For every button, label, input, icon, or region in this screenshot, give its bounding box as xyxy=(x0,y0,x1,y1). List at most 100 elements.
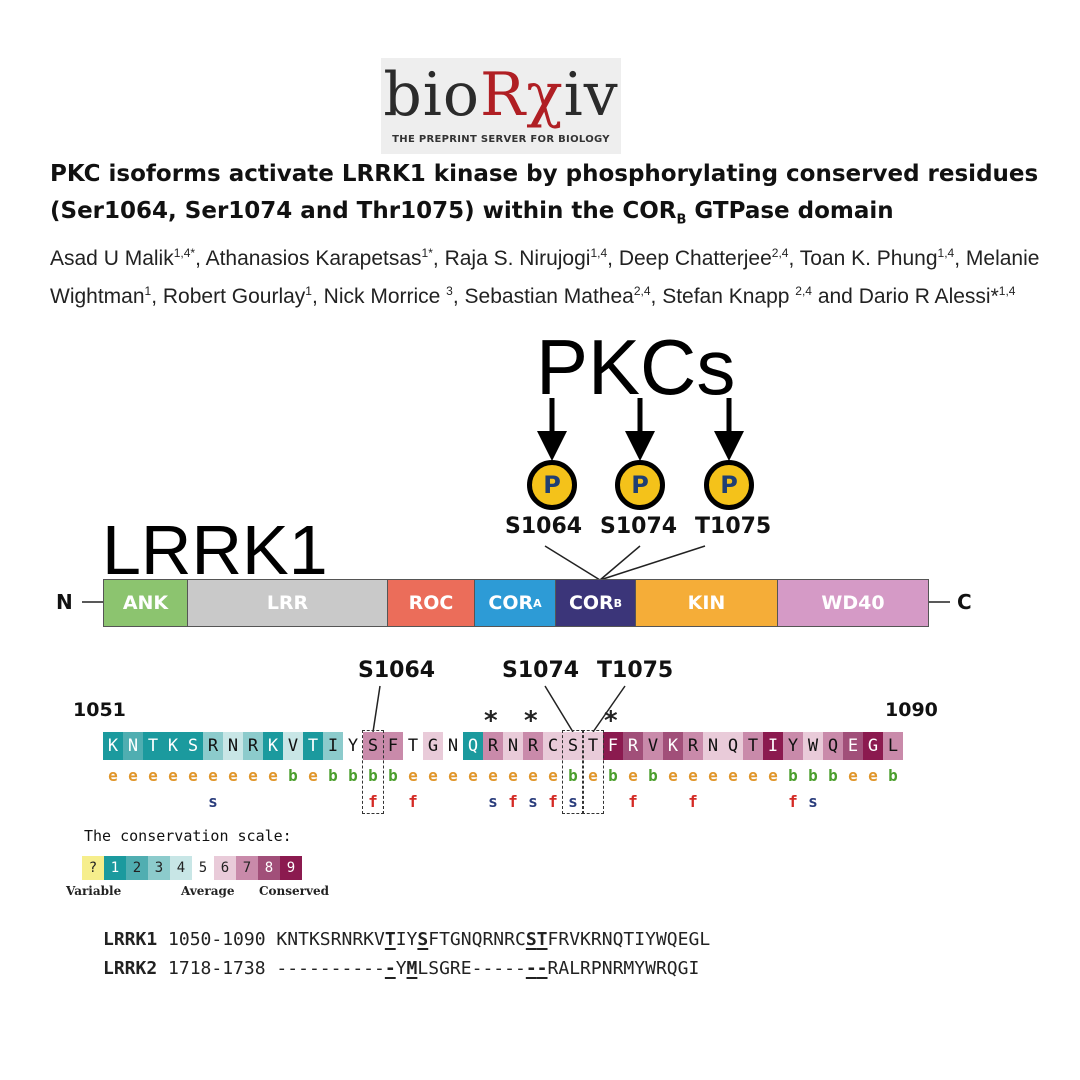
alignment-char: - xyxy=(330,958,342,979)
alignment-char: - xyxy=(276,958,288,979)
function-code xyxy=(663,792,683,811)
exposure-code: e xyxy=(588,766,598,785)
scale-cell: 2 xyxy=(126,856,148,880)
alignment-char: R xyxy=(504,929,515,950)
scale-caption-average: Average xyxy=(181,884,235,898)
residue: V xyxy=(283,732,303,760)
scale-cell: 8 xyxy=(258,856,280,880)
sequence-end-number: 1090 xyxy=(885,699,938,721)
exposure-code: e xyxy=(128,766,138,785)
exposure-code: e xyxy=(508,766,518,785)
site-connector-1 xyxy=(544,545,601,581)
site-label-s1064: S1064 xyxy=(505,514,583,539)
function-code xyxy=(303,792,323,811)
paper-title-line1: PKC isoforms activate LRRK1 kinase by ph… xyxy=(50,161,1039,187)
author-name: Deep Chatterjee xyxy=(618,247,772,270)
residue: K xyxy=(103,732,123,760)
alignment-char: E xyxy=(460,958,472,979)
author-name: Toan K. Phung xyxy=(799,247,938,270)
alignment-char: R xyxy=(558,929,570,950)
residue: L xyxy=(883,732,903,760)
exposure-code: e xyxy=(108,766,118,785)
residue: N xyxy=(123,732,143,760)
scale-cell: 7 xyxy=(236,856,258,880)
exposure-code: b xyxy=(648,766,658,785)
exposure-code: b xyxy=(368,766,378,785)
function-code: f xyxy=(368,792,378,811)
alignment-char: Y xyxy=(406,929,418,950)
function-code xyxy=(723,792,743,811)
alignment-char: Y xyxy=(395,958,407,979)
function-code xyxy=(423,792,443,811)
exposure-code: b xyxy=(888,766,898,785)
domain-wd40: WD40 xyxy=(778,580,928,626)
alignment-char: R xyxy=(352,929,364,950)
alignment-char: K xyxy=(580,929,591,950)
exposure-code: e xyxy=(168,766,178,785)
exposure-code: b xyxy=(328,766,338,785)
site-box-s1074 xyxy=(562,730,584,814)
exposure-code: e xyxy=(768,766,778,785)
alignment-char: N xyxy=(601,929,613,950)
residue: S xyxy=(563,732,583,760)
author-name: Stefan Knapp xyxy=(662,285,796,308)
alignment-char: M xyxy=(623,958,635,979)
alignment-char: C xyxy=(514,929,526,950)
alignment-char: N xyxy=(341,929,353,950)
domain-roc: ROC xyxy=(388,580,475,626)
author-list: Asad U Malik1,4*, Athanasios Karapetsas1… xyxy=(50,246,1040,308)
exposure-code: e xyxy=(208,766,218,785)
exposure-code: b xyxy=(288,766,298,785)
exposure-code: e xyxy=(188,766,198,785)
alignment-char: R xyxy=(655,958,667,979)
biorxiv-tagline: THE PREPRINT SERVER FOR BIOLOGY xyxy=(392,134,610,145)
function-code xyxy=(103,792,123,811)
exposure-code: e xyxy=(468,766,478,785)
alignment-char: Q xyxy=(666,929,678,950)
exposure-code: b xyxy=(388,766,398,785)
function-code xyxy=(643,792,663,811)
alignment-char: - xyxy=(482,958,494,979)
paper-title-line2: (Ser1064, Ser1074 and Thr1075) within th… xyxy=(50,198,894,228)
scale-cell: ? xyxy=(82,856,104,880)
function-code xyxy=(323,792,343,811)
exposure-code: e xyxy=(448,766,458,785)
alignment-char: T xyxy=(384,929,396,950)
function-code: s xyxy=(528,792,538,811)
conservation-scale-title: The conservation scale: xyxy=(84,827,292,845)
residue: R xyxy=(203,732,223,760)
alignment-char: Y xyxy=(645,929,656,950)
n-terminus-label: N xyxy=(56,590,73,614)
exposure-code: e xyxy=(868,766,878,785)
biorxiv-logo: bioRχiv THE PREPRINT SERVER FOR BIOLOGY xyxy=(381,58,621,154)
function-code xyxy=(143,792,163,811)
residue: E xyxy=(843,732,863,760)
alignment-char: G xyxy=(677,958,689,979)
alignment-char: R xyxy=(590,929,602,950)
alignment-char: F xyxy=(428,929,440,950)
residue: I xyxy=(763,732,783,760)
residue: K xyxy=(263,732,283,760)
residue: K xyxy=(663,732,683,760)
function-code xyxy=(123,792,143,811)
function-code xyxy=(443,792,463,811)
alignment-char: R xyxy=(612,958,624,979)
residue: T xyxy=(303,732,323,760)
alignment-char: V xyxy=(374,929,385,950)
site-connector-2 xyxy=(599,545,641,581)
alignment-char: A xyxy=(558,958,570,979)
alignment-char: M xyxy=(406,958,418,979)
alignment-char: I xyxy=(395,929,407,950)
author-name: Dario R Alessi* xyxy=(858,285,999,308)
function-code xyxy=(763,792,783,811)
residue: T xyxy=(143,732,163,760)
alignment-char: Q xyxy=(666,958,678,979)
author-name: Sebastian Mathea xyxy=(464,285,634,308)
exposure-code: e xyxy=(488,766,498,785)
site-box-t1075 xyxy=(582,730,604,814)
scale-cell: 9 xyxy=(280,856,302,880)
exposure-code: b xyxy=(568,766,578,785)
alignment-char: - xyxy=(374,958,385,979)
